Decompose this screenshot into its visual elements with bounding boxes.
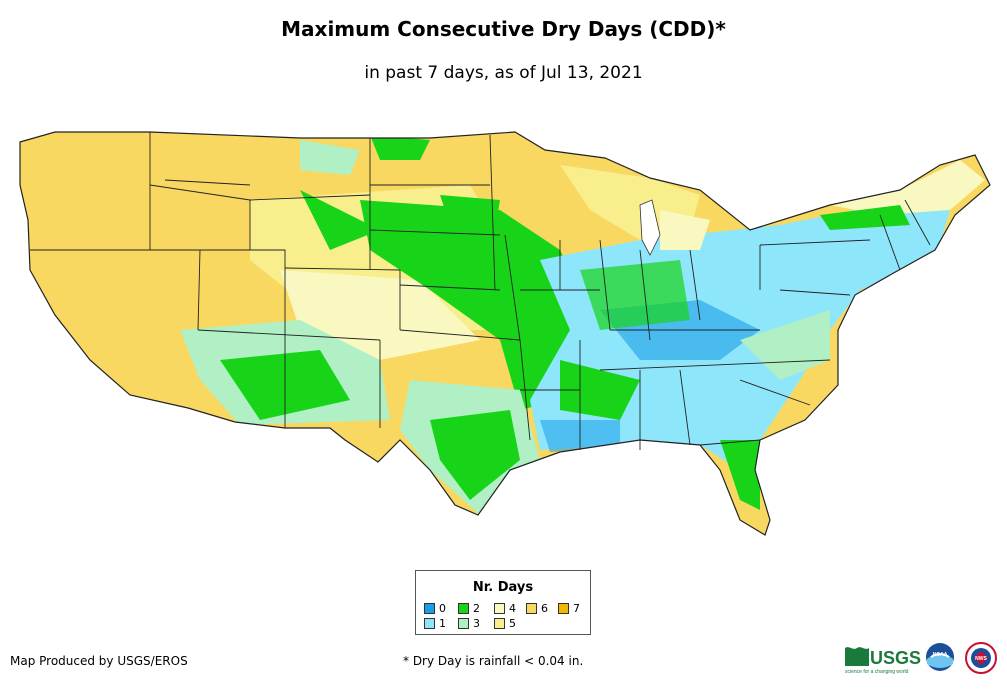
usgs-wordmark: USGS bbox=[870, 648, 921, 668]
dry-day-note: * Dry Day is rainfall < 0.04 in. bbox=[403, 654, 584, 668]
noaa-logo: NOAA bbox=[926, 643, 954, 671]
usgs-logo: USGS science for a changing world bbox=[845, 647, 921, 675]
producer-credit: Map Produced by USGS/EROS bbox=[10, 654, 188, 668]
legend-item-6: 6 bbox=[526, 603, 548, 615]
legend-swatch-7 bbox=[558, 603, 569, 614]
legend-item-4: 4 bbox=[494, 603, 516, 615]
agency-logos: USGS science for a changing world NOAA N… bbox=[845, 642, 997, 675]
map-subtitle: in past 7 days, as of Jul 13, 2021 bbox=[364, 63, 643, 83]
legend-item-2: 2 bbox=[458, 603, 480, 615]
usgs-tagline: science for a changing world bbox=[845, 669, 909, 675]
nws-logo: NWS bbox=[965, 642, 997, 674]
us-cdd-map bbox=[19, 131, 991, 536]
legend-title: Nr. Days bbox=[472, 580, 534, 595]
legend-swatch-6 bbox=[526, 603, 537, 614]
noaa-label: NOAA bbox=[933, 652, 948, 658]
legend-item-7: 7 bbox=[558, 603, 580, 615]
legend-swatch-4 bbox=[494, 603, 505, 614]
legend-item-3: 3 bbox=[458, 618, 480, 630]
legend-swatch-0 bbox=[424, 603, 435, 614]
legend-swatch-5 bbox=[494, 618, 505, 629]
legend-swatch-3 bbox=[458, 618, 469, 629]
land-fill bbox=[20, 132, 990, 535]
legend-swatch-2 bbox=[458, 603, 469, 614]
us-outline bbox=[19, 131, 991, 536]
legend-item-1: 1 bbox=[424, 618, 446, 630]
state-boundaries bbox=[30, 132, 931, 450]
usgs-wave-icon bbox=[845, 647, 869, 666]
legend-item-0: 0 bbox=[424, 603, 446, 615]
map-title: Maximum Consecutive Dry Days (CDD)* bbox=[281, 17, 726, 41]
nws-label: NWS bbox=[975, 656, 987, 662]
legend-item-5: 5 bbox=[494, 618, 516, 630]
lake-michigan bbox=[639, 199, 661, 256]
legend: Nr. Days 0 1 2 3 4 5 6 7 bbox=[415, 570, 591, 635]
legend-swatch-1 bbox=[424, 618, 435, 629]
